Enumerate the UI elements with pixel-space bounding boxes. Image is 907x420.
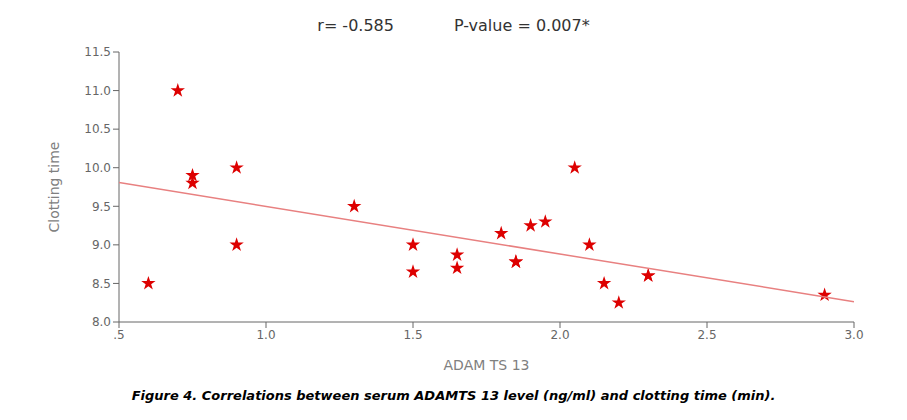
svg-text:8.5: 8.5 — [91, 277, 110, 291]
svg-text:1.0: 1.0 — [256, 328, 275, 342]
svg-text:10.5: 10.5 — [84, 122, 111, 136]
svg-text:9.5: 9.5 — [91, 200, 110, 214]
svg-text:Clotting time: Clotting time — [45, 142, 61, 233]
svg-text:9.0: 9.0 — [91, 238, 110, 252]
svg-text:ADAM TS 13: ADAM TS 13 — [443, 357, 529, 373]
svg-text:1.5: 1.5 — [403, 328, 422, 342]
svg-text:10.0: 10.0 — [84, 161, 111, 175]
svg-text:11.5: 11.5 — [84, 45, 111, 59]
svg-text:.5: .5 — [113, 328, 124, 342]
svg-text:2.0: 2.0 — [550, 328, 569, 342]
html-text:r= -0.585: r= -0.585 — [317, 15, 394, 35]
svg-text:11.0: 11.0 — [84, 84, 111, 98]
html-text:Figure 4. Correlations between: Figure 4. Correlations between serum ADA… — [131, 388, 776, 403]
html-text:P-value = 0.007*: P-value = 0.007* — [454, 15, 590, 35]
svg-text:8.0: 8.0 — [91, 315, 110, 329]
svg-text:3.0: 3.0 — [844, 328, 863, 342]
svg-text:2.5: 2.5 — [697, 328, 716, 342]
